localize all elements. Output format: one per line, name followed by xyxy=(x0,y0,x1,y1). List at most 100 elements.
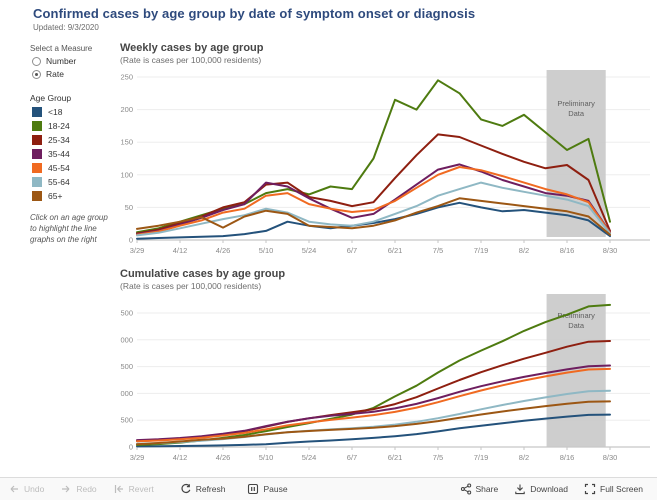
x-tick-label: 6/21 xyxy=(388,246,403,255)
x-tick-label: 4/26 xyxy=(216,453,231,462)
legend-item-35-44[interactable]: 35-44 xyxy=(32,149,118,159)
x-tick-label: 7/19 xyxy=(474,246,489,255)
legend-item-45-54[interactable]: 45-54 xyxy=(32,163,118,173)
x-tick-label: 3/29 xyxy=(130,453,145,462)
legend-item-25-34[interactable]: 25-34 xyxy=(32,135,118,145)
download-button[interactable]: Download xyxy=(506,483,576,495)
fullscreen-icon xyxy=(584,483,596,495)
y-tick-label: 50 xyxy=(125,203,133,212)
chart-subtitle: (Rate is cases per 100,000 residents) xyxy=(120,281,262,291)
undo-button[interactable]: Undo xyxy=(0,483,52,495)
x-tick-label: 5/24 xyxy=(302,453,317,462)
revert-icon xyxy=(114,485,123,493)
x-tick-label: 8/16 xyxy=(560,453,575,462)
legend-swatch xyxy=(32,107,42,117)
x-tick-label: 8/16 xyxy=(560,246,575,255)
series-line-35-44[interactable] xyxy=(136,163,611,236)
legend-swatch xyxy=(32,121,42,131)
x-tick-label: 5/24 xyxy=(302,246,317,255)
share-button[interactable]: Share xyxy=(452,483,507,495)
x-tick-label: 8/30 xyxy=(603,453,618,462)
legend-swatch xyxy=(32,149,42,159)
measure-option-rate[interactable]: Rate xyxy=(32,69,118,79)
y-tick-label: 150 xyxy=(120,138,133,147)
weekly-cases-plot: 0 50 100 150 200 250 Preliminary Data 3/29 4/12 4/… xyxy=(120,70,650,255)
x-tick-label: 8/2 xyxy=(519,246,529,255)
x-tick-label: 3/29 xyxy=(130,246,145,255)
series-line-35-44[interactable] xyxy=(136,364,611,442)
measure-option-label: Number xyxy=(46,56,77,66)
page-title: Confirmed cases by age group by date of … xyxy=(33,6,476,21)
legend-title: Age Group xyxy=(30,93,72,103)
radio-icon[interactable] xyxy=(32,56,41,66)
chart-title: Weekly cases by age group xyxy=(120,42,264,54)
share-icon xyxy=(460,483,471,495)
y-tick-label: 250 xyxy=(120,73,133,82)
redo-icon xyxy=(62,485,70,493)
x-tick-label: 5/10 xyxy=(259,246,274,255)
preliminary-data-label: Preliminary Data xyxy=(557,99,595,118)
legend-swatch xyxy=(32,135,42,145)
series-line-65+[interactable] xyxy=(136,197,611,236)
x-tick-label: 5/10 xyxy=(259,453,274,462)
legend-instruction-note: Click on an age group to highlight the l… xyxy=(30,213,108,244)
x-tick-label: 7/5 xyxy=(433,453,443,462)
x-tick-label: 4/12 xyxy=(173,453,188,462)
redo-button[interactable]: Redo xyxy=(52,483,104,495)
chart-subtitle: (Rate is cases per 100,000 residents) xyxy=(120,55,262,65)
measure-option-number[interactable]: Number xyxy=(32,56,118,66)
legend-item-under18[interactable]: <18 xyxy=(32,107,118,117)
refresh-icon xyxy=(181,483,191,494)
updated-date: Updated: 9/3/2020 xyxy=(33,23,99,32)
x-tick-label: 8/30 xyxy=(603,246,618,255)
toolbar: Undo Redo Revert Refresh Pause xyxy=(0,477,657,500)
x-tick-label: 8/2 xyxy=(519,453,529,462)
x-tick-label: 6/7 xyxy=(347,453,357,462)
pause-icon xyxy=(248,483,259,495)
sidebar: Select a Measure Number Rate Age Group <… xyxy=(30,44,118,245)
y-tick-label: 0 xyxy=(129,443,133,452)
measure-option-label: Rate xyxy=(46,69,64,79)
preliminary-data-label: Preliminary Data xyxy=(557,311,595,330)
y-tick-label: 500 xyxy=(120,416,133,425)
y-tick-label: 200 xyxy=(120,105,133,114)
series-line-55-64[interactable] xyxy=(136,181,611,237)
legend-swatch xyxy=(32,163,42,173)
pause-button[interactable]: Pause xyxy=(239,483,295,495)
toolbar-right-group: Share Download Full Screen xyxy=(452,483,657,495)
radio-icon[interactable] xyxy=(32,69,41,79)
legend-item-65plus[interactable]: 65+ xyxy=(32,191,118,201)
series-line-<18[interactable] xyxy=(136,413,611,448)
refresh-button[interactable]: Refresh xyxy=(172,483,234,495)
x-tick-label: 4/12 xyxy=(173,246,188,255)
y-tick-label: 1,500 xyxy=(120,362,133,371)
legend-item-18-24[interactable]: 18-24 xyxy=(32,121,118,131)
legend-swatch xyxy=(32,177,42,187)
cumulative-cases-chart: Cumulative cases by age group (Rate is c… xyxy=(120,268,657,476)
x-tick-label: 4/26 xyxy=(216,246,231,255)
x-tick-label: 7/5 xyxy=(433,246,443,255)
series-line-<18[interactable] xyxy=(136,201,611,240)
dashboard-header: Confirmed cases by age group by date of … xyxy=(33,6,475,32)
legend-item-55-64[interactable]: 55-64 xyxy=(32,177,118,187)
series-line-45-54[interactable] xyxy=(136,367,611,443)
legend-swatch xyxy=(32,191,42,201)
y-tick-label: 1,000 xyxy=(120,389,133,398)
revert-button[interactable]: Revert xyxy=(105,483,162,495)
weekly-cases-chart: Weekly cases by age group (Rate is cases… xyxy=(120,42,657,272)
x-tick-label: 7/19 xyxy=(474,453,489,462)
series-line-65+[interactable] xyxy=(136,400,611,446)
y-tick-label: 0 xyxy=(129,236,133,245)
measure-selector-label: Select a Measure xyxy=(30,44,93,53)
y-tick-label: 100 xyxy=(120,170,133,179)
series-line-25-34[interactable] xyxy=(136,133,611,235)
y-tick-label: 2,500 xyxy=(120,309,133,318)
x-tick-label: 6/21 xyxy=(388,453,403,462)
undo-icon xyxy=(10,485,18,493)
fullscreen-button[interactable]: Full Screen xyxy=(576,483,651,495)
y-tick-label: 2,000 xyxy=(120,335,133,344)
toolbar-left-group: Undo Redo Revert Refresh Pause xyxy=(0,483,296,495)
series-line-45-54[interactable] xyxy=(136,166,611,236)
